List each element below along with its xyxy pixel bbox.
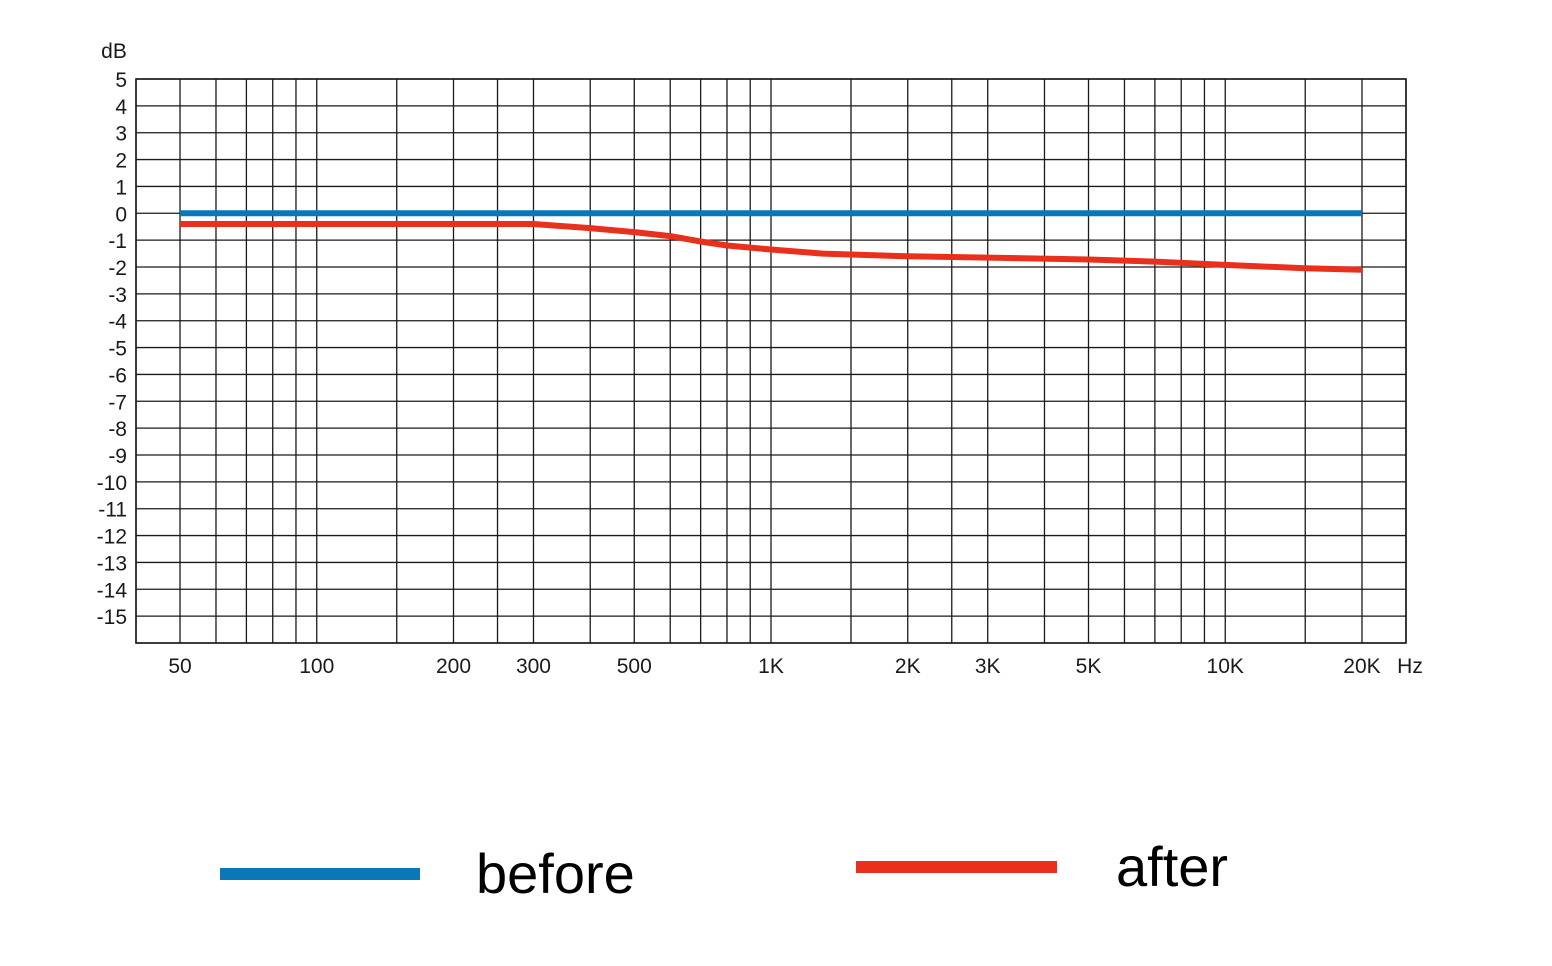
series-line-after	[180, 221, 1363, 273]
x-tick-labels: 50 100 200 300 500 1K 2K 3K 5K 10K 20K	[168, 655, 1380, 678]
grid-layer	[135, 78, 1407, 644]
y-tick-label: -11	[98, 499, 127, 522]
y-tick-label: 5	[115, 69, 127, 92]
x-tick-label: 10K	[1207, 655, 1244, 678]
x-tick-label: 300	[516, 655, 551, 678]
y-tick-label: 3	[115, 123, 127, 146]
x-tick-label: 20K	[1343, 655, 1380, 678]
x-tick-label: 100	[299, 655, 334, 678]
y-tick-label: -10	[97, 472, 127, 495]
y-tick-label: -15	[97, 606, 127, 629]
y-tick-label: 0	[115, 203, 127, 226]
y-tick-labels: 5 4 3 2 1 0 -1 -2 -3 -4 -5 -6 -7 -8 -9 -10 -11 -12 -13 -14 -…	[97, 69, 128, 629]
y-tick-label: -14	[97, 579, 128, 602]
y-tick-label: -4	[108, 311, 127, 334]
y-tick-label: -3	[108, 284, 127, 307]
y-tick-label: -7	[108, 391, 127, 414]
y-tick-label: -1	[108, 230, 127, 253]
legend-label-after: after	[1116, 835, 1228, 898]
plot-frame	[135, 78, 1407, 644]
y-tick-label: 1	[115, 176, 127, 199]
y-tick-label: -13	[97, 552, 127, 575]
x-tick-label: 2K	[895, 655, 921, 678]
x-tick-label: 5K	[1076, 655, 1102, 678]
y-tick-label: -8	[108, 418, 127, 441]
legend: before after	[220, 835, 1228, 905]
y-tick-label: 4	[115, 96, 127, 119]
y-tick-label: -9	[108, 445, 127, 468]
x-tick-label: 50	[168, 655, 191, 678]
x-tick-label: 1K	[758, 655, 784, 678]
y-tick-label: 2	[115, 150, 127, 173]
x-tick-label: 200	[436, 655, 471, 678]
x-tick-label: 3K	[975, 655, 1001, 678]
y-tick-label: -2	[108, 257, 127, 280]
x-axis-unit-label: Hz	[1397, 655, 1423, 678]
series-layer	[180, 210, 1363, 273]
x-tick-label: 500	[617, 655, 652, 678]
y-tick-label: -12	[97, 526, 127, 549]
y-axis-unit-label: dB	[101, 40, 127, 63]
y-tick-label: -5	[108, 338, 127, 361]
y-tick-label: -6	[108, 364, 127, 387]
legend-label-before: before	[476, 842, 635, 905]
